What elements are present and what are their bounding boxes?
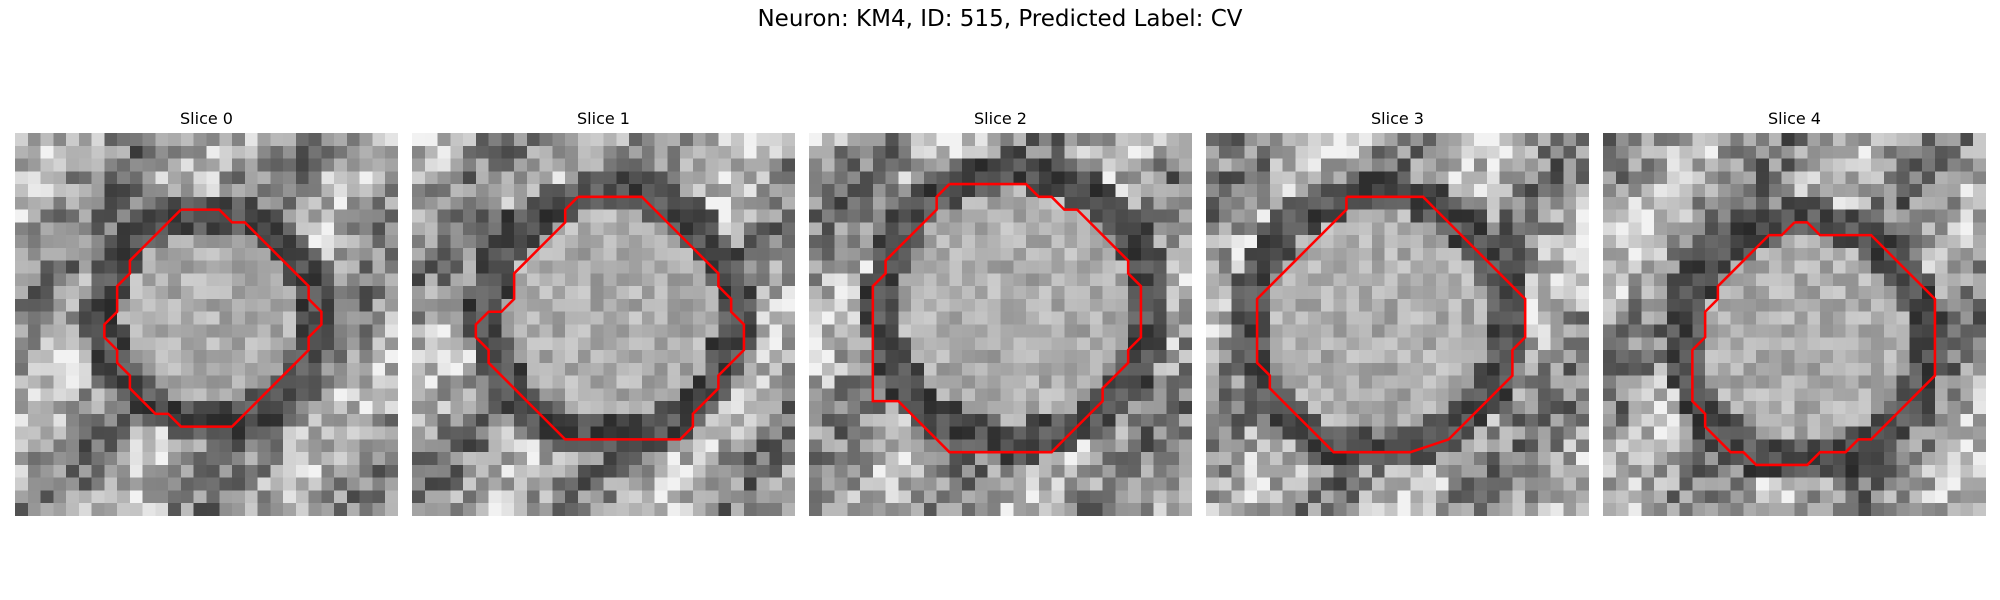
panel-title: Slice 3	[1371, 109, 1424, 128]
pixel-grid	[1603, 133, 1986, 516]
panel-slice-1: Slice 1	[412, 108, 795, 516]
slice-image	[809, 133, 1192, 516]
pixel-grid	[412, 133, 795, 516]
panel-title: Slice 2	[974, 109, 1027, 128]
slice-image	[1206, 133, 1589, 516]
pixel-grid	[15, 133, 398, 516]
panel-title: Slice 1	[577, 109, 630, 128]
panel-slice-2: Slice 2	[809, 108, 1192, 516]
segmentation-contour	[1691, 221, 1937, 467]
pixel-grid	[809, 133, 1192, 516]
panel-title: Slice 4	[1768, 109, 1821, 128]
panel-slice-4: Slice 4	[1603, 108, 1986, 516]
panel-slice-0: Slice 0	[15, 108, 398, 516]
pixel-grid	[1206, 133, 1589, 516]
slice-image	[15, 133, 398, 516]
segmentation-contour	[103, 208, 323, 428]
segmentation-contour	[871, 182, 1143, 454]
segmentation-contour	[1255, 195, 1527, 454]
figure-title: Neuron: KM4, ID: 515, Predicted Label: C…	[757, 6, 1243, 32]
segmentation-contour	[474, 195, 746, 441]
slice-image	[412, 133, 795, 516]
panel-title: Slice 0	[180, 109, 233, 128]
panel-slice-3: Slice 3	[1206, 108, 1589, 516]
slice-image	[1603, 133, 1986, 516]
